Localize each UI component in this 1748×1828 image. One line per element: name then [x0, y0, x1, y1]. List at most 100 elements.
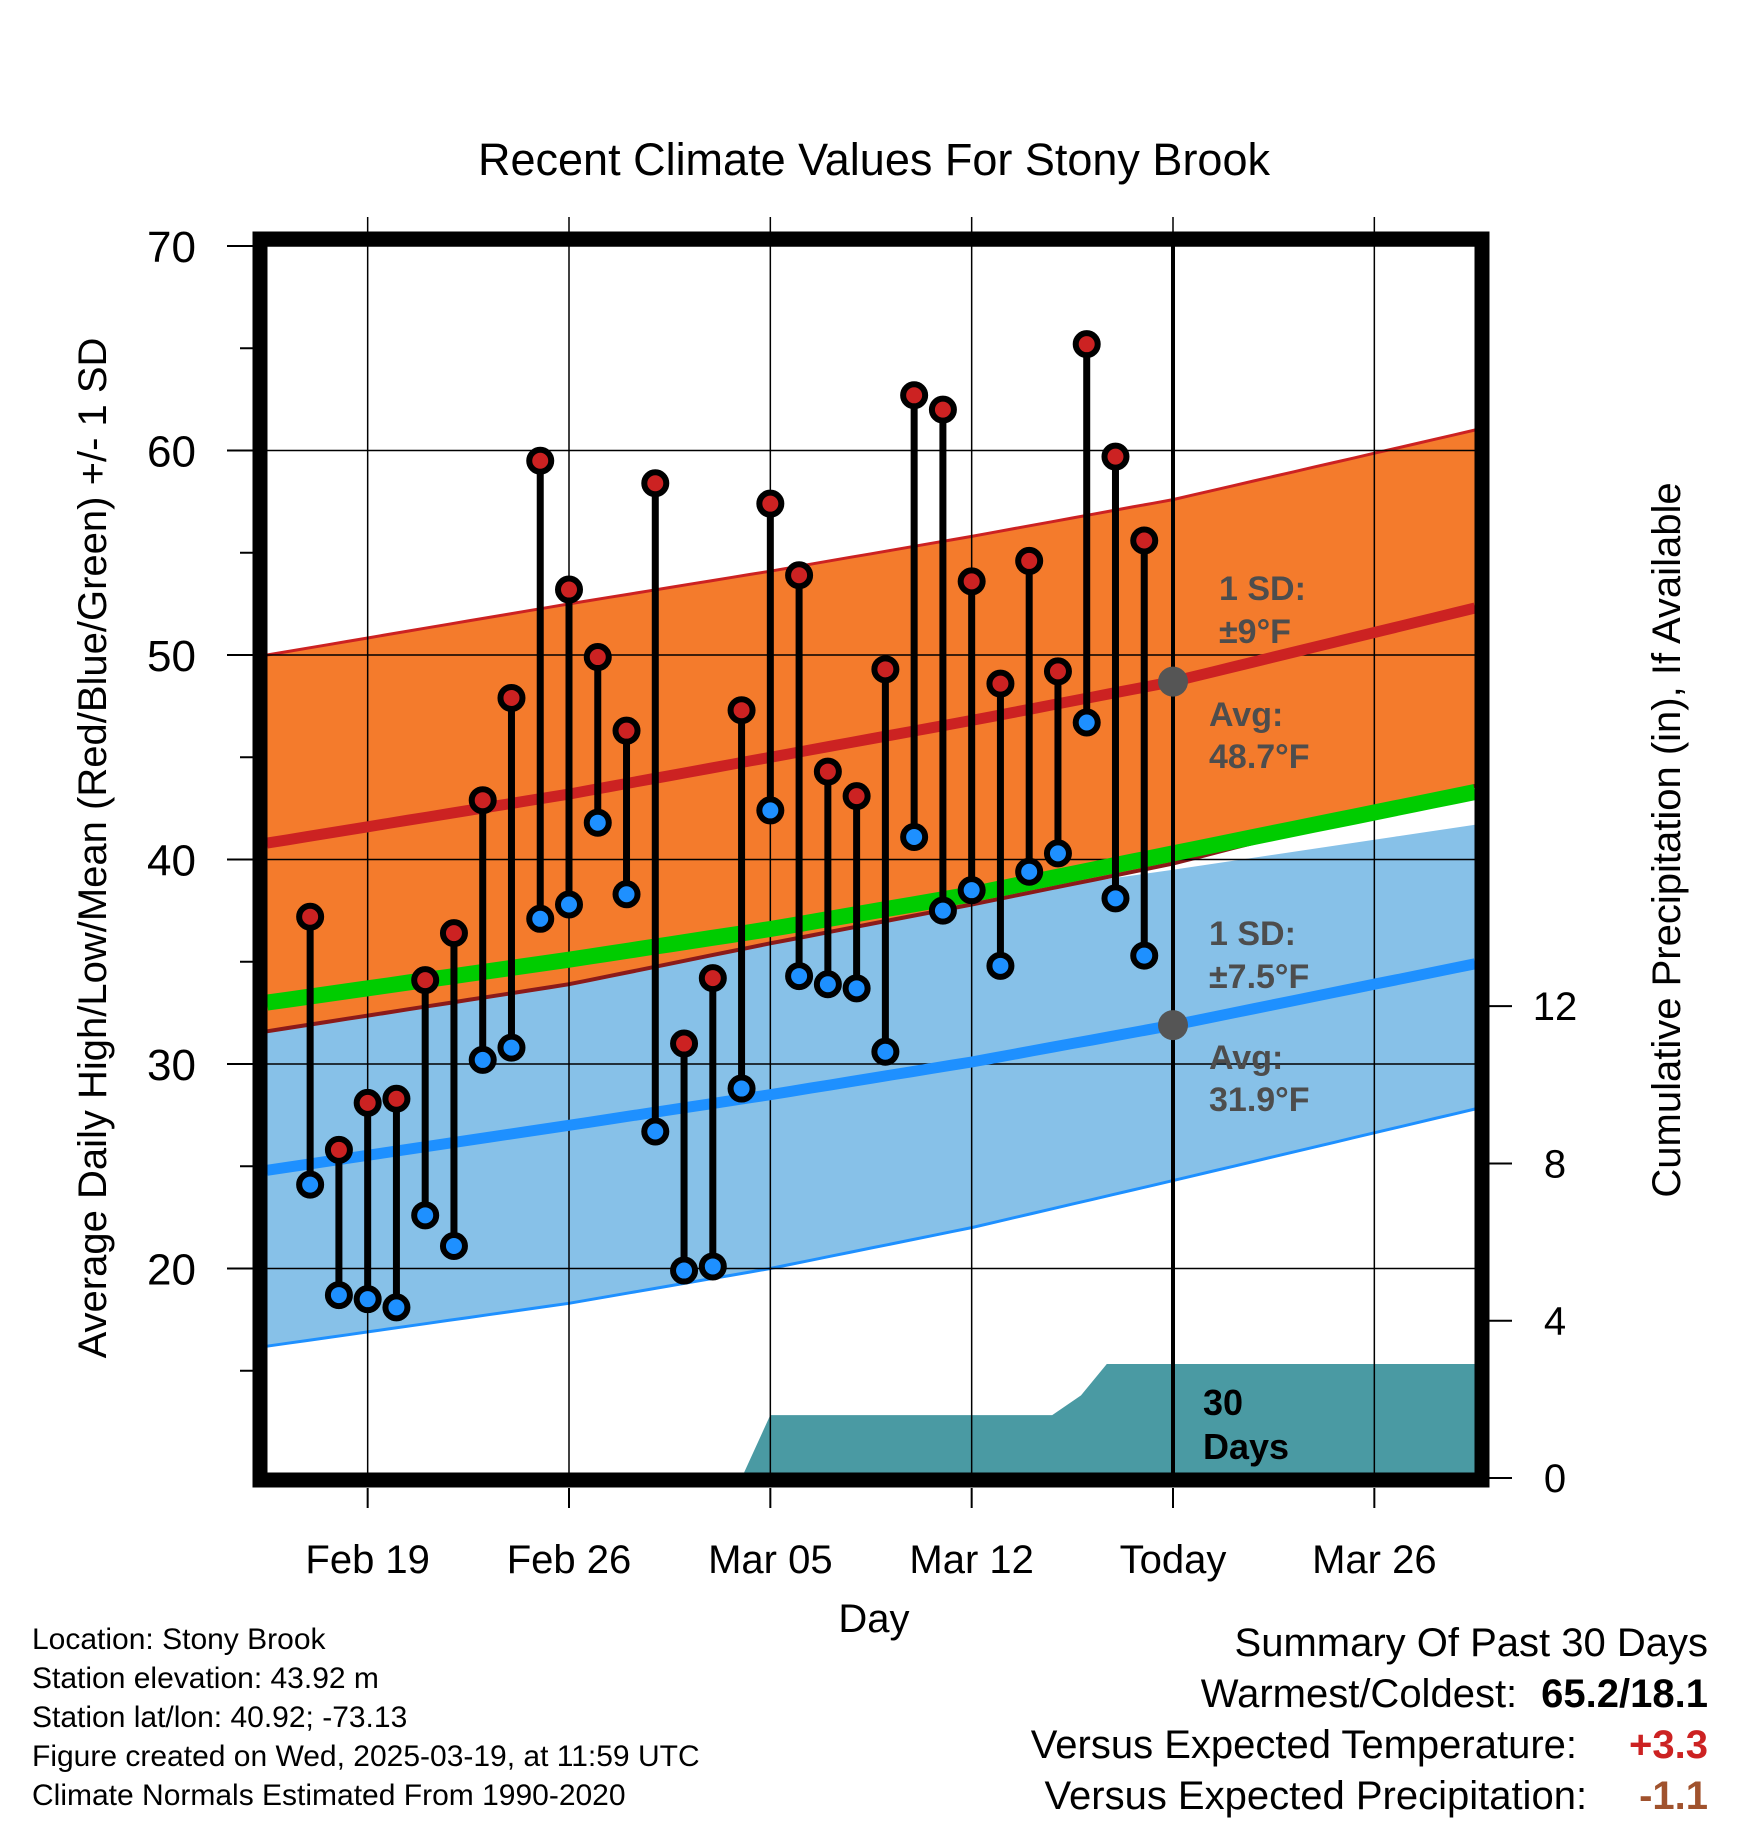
- annotation-line2: Days: [1203, 1426, 1289, 1467]
- annotations: 1 SD: ±9°F Avg: 48.7°F 1 SD: ±7.5°F Avg: 31.9°F…: [1203, 570, 1310, 1467]
- warm-cold-value: 65.2/18.1: [1541, 1672, 1708, 1716]
- low-point: [353, 1285, 382, 1314]
- x-tick-label: Mar 12: [909, 1538, 1034, 1582]
- chart-title: Recent Climate Values For Stony Brook: [478, 134, 1271, 185]
- precip-value: -1.1: [1639, 1774, 1708, 1818]
- info-location: Location: Stony Brook: [32, 1623, 326, 1656]
- info-created: Figure created on Wed, 2025-03-19, at 11…: [32, 1740, 700, 1773]
- annotation-line1: Avg:: [1209, 696, 1283, 734]
- annotation-line2: ±7.5°F: [1209, 958, 1309, 996]
- y-tick-label: 70: [147, 223, 196, 272]
- info-latlon: Station lat/lon: 40.92; -73.13: [32, 1701, 408, 1734]
- info-normals: Climate Normals Estimated From 1990-2020: [32, 1779, 626, 1812]
- low-point: [382, 1293, 411, 1322]
- x-tick-label: Feb 26: [507, 1538, 632, 1582]
- low-point: [1101, 884, 1130, 913]
- station-info: Location: Stony Brook Station elevation:…: [32, 1620, 700, 1815]
- normal-bands: [266, 428, 1476, 1348]
- low-point: [296, 1170, 325, 1199]
- low-point: [900, 823, 929, 852]
- high-point: [1101, 442, 1130, 471]
- annotation-line1: 1 SD:: [1219, 570, 1306, 608]
- low-point: [439, 1232, 468, 1261]
- high-point: [296, 902, 325, 931]
- temp-label: Versus Expected Temperature:: [1030, 1723, 1578, 1767]
- y2-tick-label: 8: [1544, 1142, 1566, 1186]
- annotation-line2: 31.9°F: [1209, 1081, 1310, 1119]
- high-point: [986, 669, 1015, 698]
- annotation-line1: 30: [1203, 1382, 1243, 1423]
- high-point: [813, 757, 842, 786]
- summary-panel: Summary Of Past 30 Days Warmest/Coldest:…: [1031, 1618, 1708, 1822]
- low-point: [928, 896, 957, 925]
- high-point: [928, 395, 957, 424]
- high-point: [526, 446, 555, 475]
- y-tick-label: 40: [147, 837, 196, 886]
- low-point: [871, 1037, 900, 1066]
- warm-cold-label: Warmest/Coldest:: [1200, 1672, 1518, 1716]
- temp-value: +3.3: [1629, 1723, 1708, 1767]
- high-point: [1072, 330, 1101, 359]
- low-point: [1072, 708, 1101, 737]
- annotation-line1: 1 SD:: [1209, 915, 1296, 953]
- high-point: [439, 919, 468, 948]
- x-tick-label: Mar 26: [1312, 1538, 1437, 1582]
- low-sd-lower-edge: [266, 1107, 1476, 1348]
- high-point: [382, 1084, 411, 1113]
- high-point: [324, 1135, 353, 1164]
- axes: 20 30 40 50 60 70 0 4 8 12 Feb 19 Feb 26 Mar 05 Mar 1…: [71, 223, 1689, 1641]
- high-point: [698, 964, 727, 993]
- low-point: [612, 880, 641, 909]
- normal-lines: [265, 246, 1477, 1473]
- high-point: [555, 575, 583, 604]
- low-point: [756, 796, 785, 825]
- y-tick-label: 50: [147, 632, 196, 681]
- high-point: [468, 786, 497, 815]
- high-point: [1043, 657, 1072, 686]
- low-point: [497, 1033, 526, 1062]
- today-low-avg-marker: [1158, 1010, 1188, 1041]
- x-tick-label: Today: [1120, 1538, 1227, 1582]
- y2-tick-label: 0: [1544, 1457, 1566, 1501]
- low-point: [555, 890, 583, 919]
- high-point: [756, 489, 785, 518]
- high-sd-upper-edge: [266, 428, 1476, 657]
- precip-area: [267, 1364, 1475, 1478]
- high-point: [612, 716, 641, 745]
- high-point: [1130, 526, 1159, 555]
- high-point: [670, 1029, 699, 1058]
- low-point: [813, 970, 842, 999]
- annotation-line2: 48.7°F: [1209, 738, 1310, 776]
- summary-precip: Versus Expected Precipitation: -1.1: [1031, 1771, 1708, 1822]
- today-high-avg-marker: [1158, 666, 1188, 697]
- low-mean-line: [266, 958, 1477, 1176]
- low-point: [411, 1201, 440, 1230]
- daily-points: [296, 330, 1159, 1322]
- daily-stems: [306, 344, 1148, 1308]
- high-mean-line: [266, 602, 1477, 849]
- mean-normal-line: [265, 784, 1477, 1011]
- y-tick-label: 30: [147, 1041, 196, 1090]
- y2-tick-label: 12: [1533, 985, 1578, 1029]
- high-point: [1015, 546, 1044, 575]
- precipitation-area: [267, 1364, 1475, 1478]
- low-point: [583, 808, 612, 837]
- low-point: [1043, 839, 1072, 868]
- low-point: [526, 904, 555, 933]
- high-point: [583, 643, 612, 672]
- today-average-markers: [1158, 666, 1188, 1041]
- annotation-line2: ±9°F: [1219, 613, 1291, 651]
- high-point: [411, 966, 440, 995]
- summary-warm-cold: Warmest/Coldest: 65.2/18.1: [1031, 1669, 1708, 1720]
- y2-tick-label: 4: [1544, 1300, 1566, 1344]
- high-point: [871, 655, 900, 684]
- annotation-line1: Avg:: [1209, 1039, 1283, 1077]
- x-axis-label: Day: [838, 1597, 909, 1641]
- high-point: [842, 782, 871, 811]
- low-point: [785, 962, 814, 991]
- plot-frame: [252, 231, 1490, 1488]
- y-tick-label: 20: [147, 1246, 196, 1295]
- low-point: [641, 1117, 670, 1146]
- precip-label: Versus Expected Precipitation:: [1044, 1774, 1588, 1818]
